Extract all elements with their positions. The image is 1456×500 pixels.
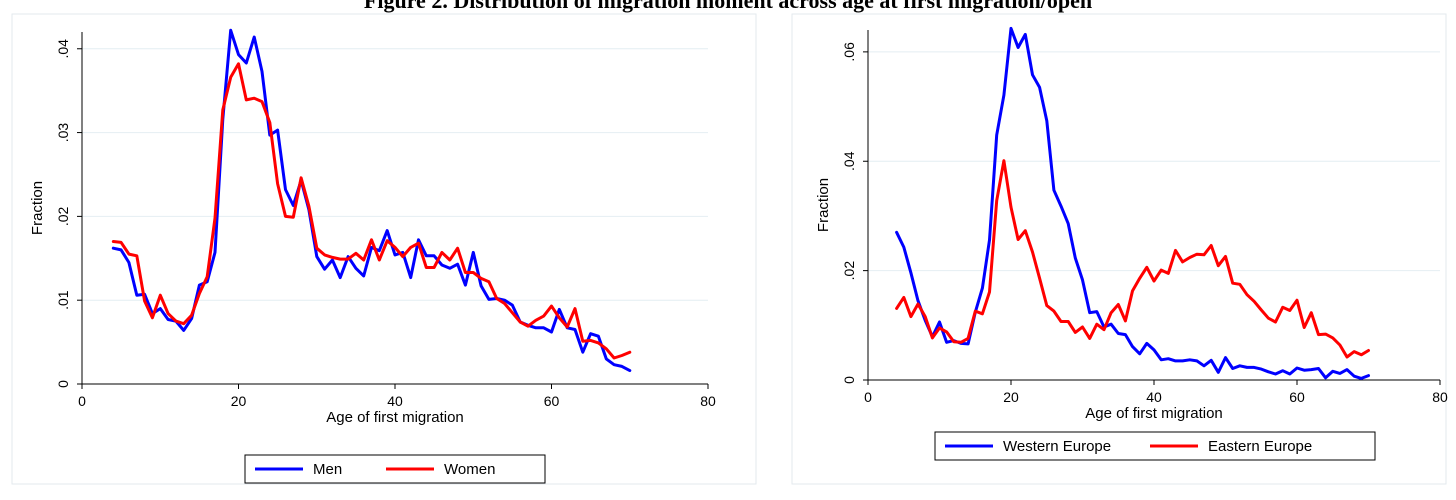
y-tick-label: .03 <box>55 123 71 143</box>
legend-label: Men <box>313 461 342 478</box>
legend: Men Women <box>244 454 546 484</box>
x-tick-label: 40 <box>387 393 403 409</box>
legend: Western Europe Eastern Europe <box>934 431 1376 461</box>
y-tick-label: 0 <box>55 380 71 388</box>
x-tick-label: 40 <box>1146 389 1162 405</box>
x-axis-title: Age of first migration <box>1085 405 1223 422</box>
legend-label: Eastern Europe <box>1208 438 1312 455</box>
figure-title: Figure 2. Distribution of migration mome… <box>363 0 1093 13</box>
y-tick-label: .02 <box>841 261 857 281</box>
x-tick-label: 60 <box>1289 389 1305 405</box>
x-tick-label: 0 <box>864 389 872 405</box>
chart-panel-2: 0 .02 .04 .06 0 20 40 60 80 Age of first migratio… <box>791 13 1448 485</box>
chart-panel-1: 0 .01 .02 .03 .04 0 20 40 60 80 Age of first migra… <box>11 13 757 485</box>
y-tick-label: 0 <box>841 376 857 384</box>
y-axis-title: Fraction <box>815 178 832 232</box>
y-tick-label: .02 <box>55 206 71 226</box>
y-tick-label: .01 <box>55 290 71 310</box>
x-tick-label: 20 <box>231 393 247 409</box>
y-axis-title: Fraction <box>29 181 46 235</box>
series-line-men <box>111 28 632 373</box>
series-line-eastern-europe <box>895 159 1370 359</box>
x-tick-label: 0 <box>78 393 86 409</box>
x-tick-label: 80 <box>1432 389 1448 405</box>
x-tick-label: 20 <box>1003 389 1019 405</box>
y-tick-label: .04 <box>55 39 71 59</box>
y-tick-label: .04 <box>841 151 857 171</box>
chart-frame <box>791 13 1447 485</box>
x-axis-title: Age of first migration <box>326 409 464 426</box>
x-tick-label: 80 <box>700 393 716 409</box>
y-tick-label: .06 <box>841 42 857 62</box>
legend-label: Women <box>444 461 495 478</box>
legend-label: Western Europe <box>1003 438 1111 455</box>
series-line-women <box>111 62 632 360</box>
x-tick-label: 60 <box>544 393 560 409</box>
